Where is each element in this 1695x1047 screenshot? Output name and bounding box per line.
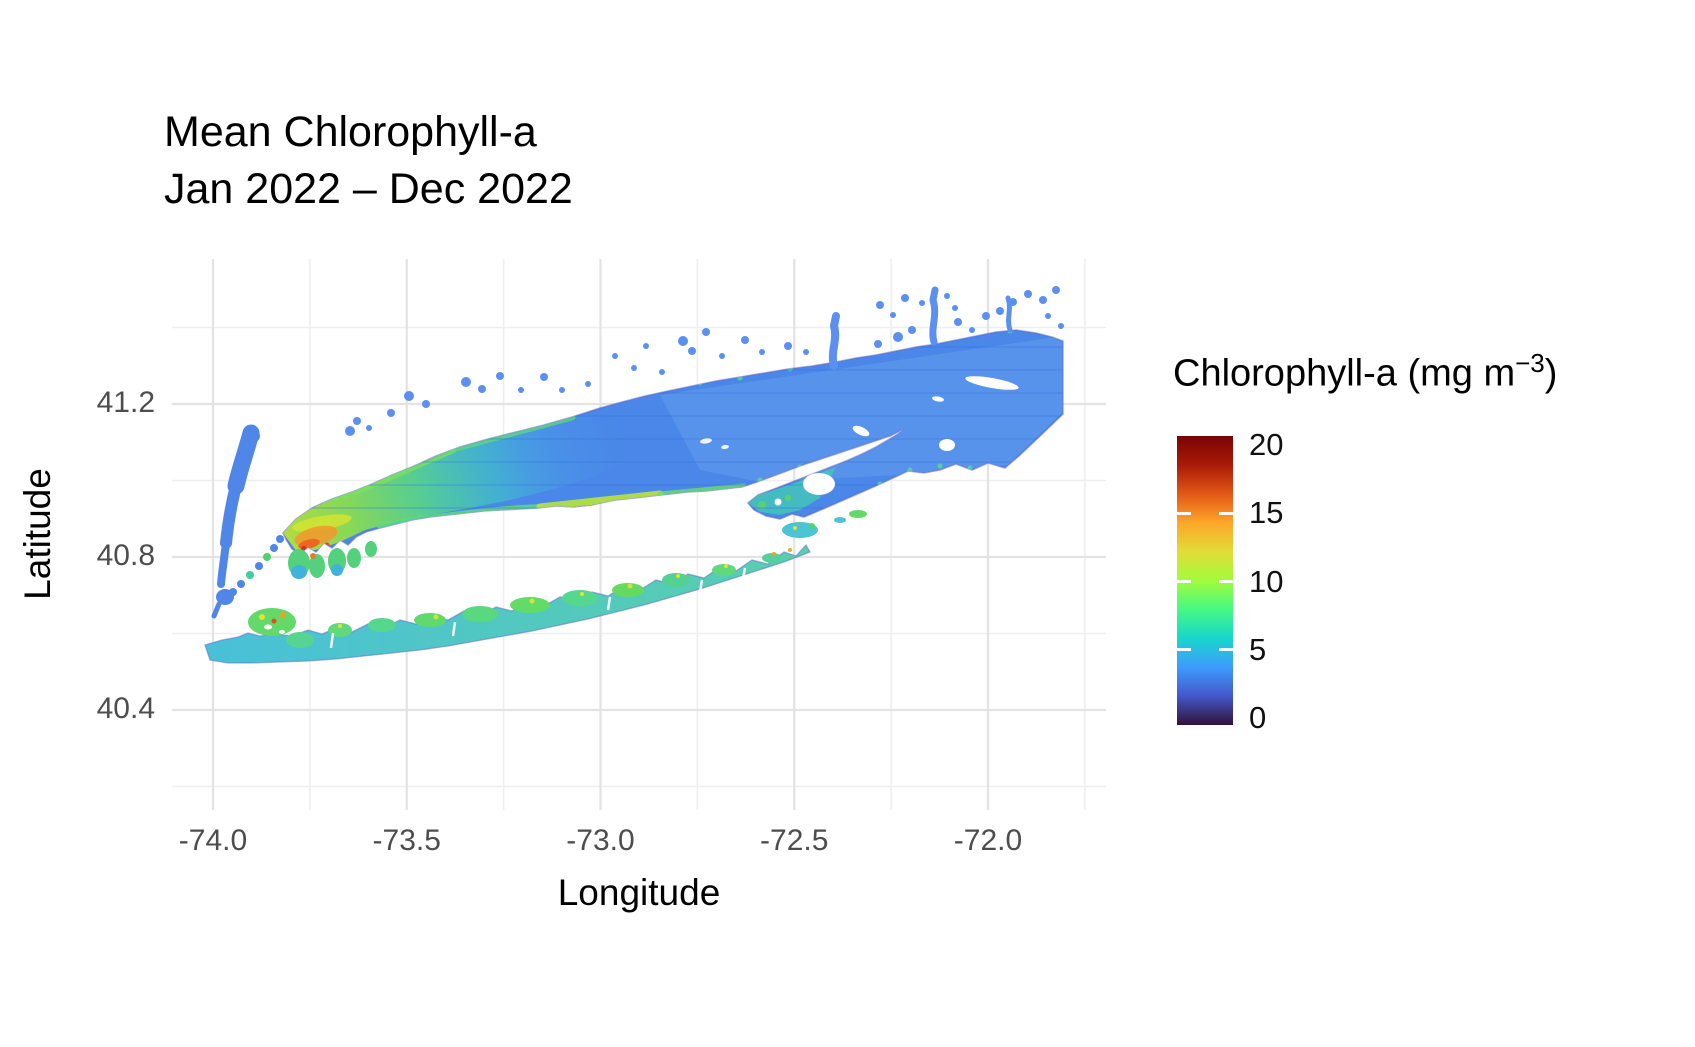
mystic-river	[1005, 295, 1013, 333]
south-shore-bays	[204, 510, 867, 664]
y-tick-label-0: 41.2	[96, 386, 155, 419]
plot-title-line2: Jan 2022 – Dec 2022	[164, 165, 573, 213]
marsh-island-holes	[264, 624, 285, 634]
x-tick-label-4: -72.0	[953, 824, 1023, 857]
legend-label-20: 20	[1249, 427, 1284, 462]
connecticut-river	[828, 312, 840, 370]
x-tick-label-3: -72.5	[760, 824, 829, 857]
x-tick-label-0: -74.0	[178, 824, 248, 857]
x-tick-label-1: -73.5	[372, 824, 441, 857]
eastern-basin-tint	[660, 336, 1063, 482]
legend-title: Chlorophyll-a (mg m−3)	[1173, 348, 1557, 396]
legend-tick-mark	[1177, 511, 1191, 515]
legend-label-5: 5	[1249, 631, 1267, 667]
thames-river	[929, 286, 939, 346]
plot-title-line1: Mean Chlorophyll-a	[164, 108, 537, 156]
legend-label-15: 15	[1249, 495, 1284, 531]
map-raster	[204, 286, 1064, 664]
legend-label-0: 0	[1249, 700, 1267, 735]
x-axis-title: Longitude	[557, 872, 721, 913]
legend-title-superscript: −3	[1515, 348, 1545, 378]
plot-panel	[172, 259, 1106, 810]
east-river	[229, 535, 284, 596]
y-tick-label-2: 40.4	[96, 692, 155, 725]
bay-hotspot-specks	[259, 548, 792, 628]
x-tick-label-2: -73.0	[566, 824, 635, 857]
legend-tick-mark	[1219, 511, 1233, 515]
long-island-sound-water	[282, 329, 1064, 555]
legend-label-10: 10	[1249, 563, 1284, 599]
shinnecock-and-ponds	[782, 510, 867, 538]
islands	[700, 376, 1019, 506]
north-shore-bays	[288, 541, 377, 579]
inlet-gaps	[329, 567, 747, 649]
legend-title-text: Chlorophyll-a (mg m	[1173, 352, 1516, 395]
hudson-river	[211, 424, 284, 619]
y-tick-label-1: 40.8	[96, 539, 155, 572]
legend-tick-mark	[1219, 580, 1233, 583]
legend-title-close: )	[1544, 352, 1558, 395]
legend-tick-mark	[1177, 648, 1191, 652]
ct-coast-harbors	[345, 286, 1064, 436]
western-narrows-bloom	[283, 404, 648, 552]
legend-tick-mark	[1177, 580, 1191, 583]
legend-tick-mark	[1219, 648, 1233, 652]
plot-title: Mean Chlorophyll-a Jan 2022 – Dec 2022	[164, 104, 573, 218]
y-axis-title: Latitude	[17, 468, 58, 600]
